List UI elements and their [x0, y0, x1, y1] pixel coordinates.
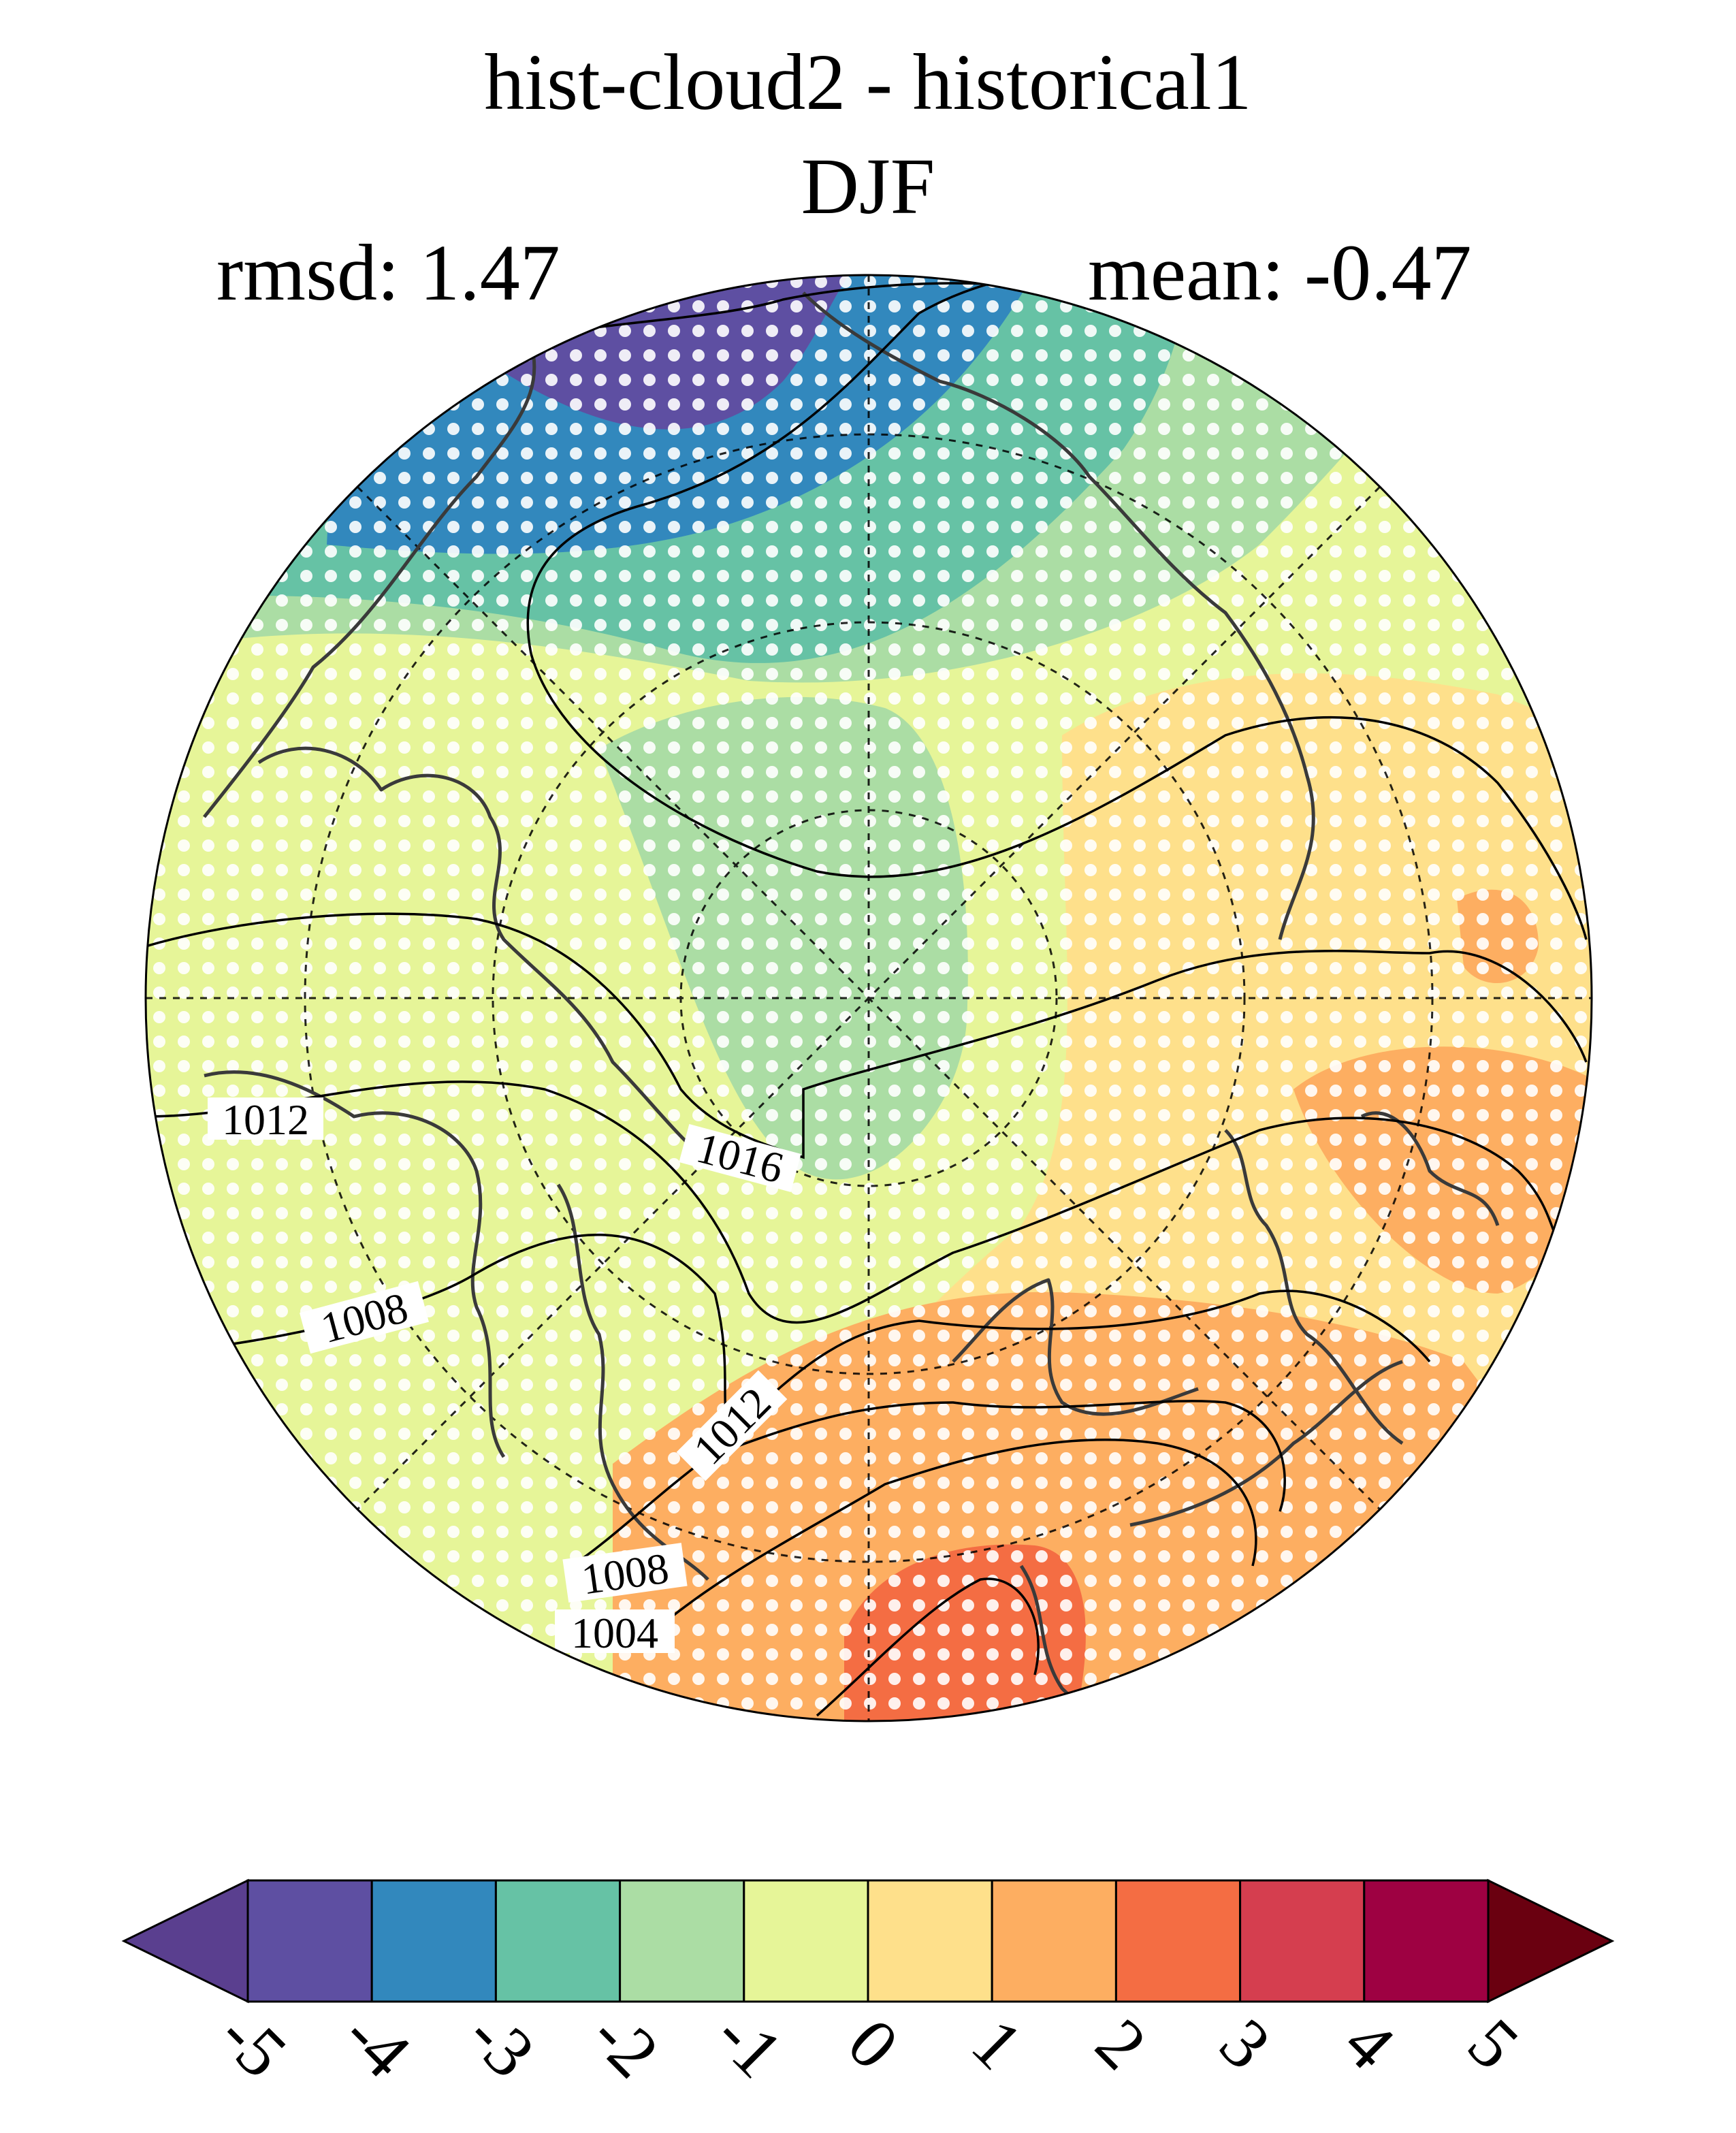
colorbar-tick-label: 0 — [833, 2004, 913, 2084]
colorbar-tick-label: 1 — [957, 2004, 1038, 2084]
colorbar-segment — [1114, 1879, 1242, 2003]
colorbar-tick-label: -2 — [577, 1995, 674, 2093]
graticule — [146, 275, 1592, 1721]
colorbar-segment — [494, 1879, 622, 2003]
colorbar-under-arrow — [121, 1878, 249, 2004]
colorbar-segment — [1239, 1879, 1366, 2003]
colorbar-tick-label: 4 — [1329, 2004, 1409, 2084]
colorbar-ticks: -5 -4 -3 -2 -1 0 1 2 3 4 5 — [204, 1995, 1533, 2093]
contour-label: 1008 — [579, 1543, 672, 1603]
map-boundary — [144, 274, 1593, 1722]
colorbar-tick-label: -5 — [204, 1995, 302, 2093]
colorbar-tick-label: 5 — [1453, 2004, 1533, 2084]
contour-label: 1004 — [571, 1609, 658, 1657]
colorbar-tick-label: 3 — [1205, 2004, 1285, 2084]
colorbar-tick-label: -4 — [328, 1995, 425, 2093]
colorbar-tick-label: -1 — [701, 1995, 798, 2093]
contour-label: 1012 — [222, 1095, 309, 1144]
contour-label-backgrounds — [208, 1097, 801, 1653]
colorbar-segment — [743, 1879, 869, 2003]
isobars — [146, 275, 1588, 1717]
filled-anomaly-field — [146, 275, 1592, 1721]
colorbar-over-arrow — [1487, 1878, 1615, 2004]
colorbar-tick-label: -3 — [453, 1995, 550, 2093]
colorbar-segment — [867, 1879, 993, 2003]
colorbar-segment — [991, 1879, 1117, 2003]
colorbar — [121, 1878, 1615, 2004]
map-title: hist-cloud2 - historical1 — [484, 37, 1252, 127]
colorbar-tick-label: 2 — [1081, 2004, 1161, 2084]
colorbar-segment — [619, 1879, 745, 2003]
season-label: DJF — [801, 142, 935, 231]
coastlines — [203, 291, 1500, 1721]
contour-labels: 1016 1012 1012 1008 1008 1004 — [222, 1095, 788, 1657]
colorbar-segment — [1363, 1879, 1490, 2003]
colorbar-segment — [246, 1879, 373, 2003]
mean-stat: mean: -0.47 — [1088, 228, 1472, 317]
rmsd-stat: rmsd: 1.47 — [216, 228, 560, 317]
colorbar-segment — [370, 1879, 497, 2003]
